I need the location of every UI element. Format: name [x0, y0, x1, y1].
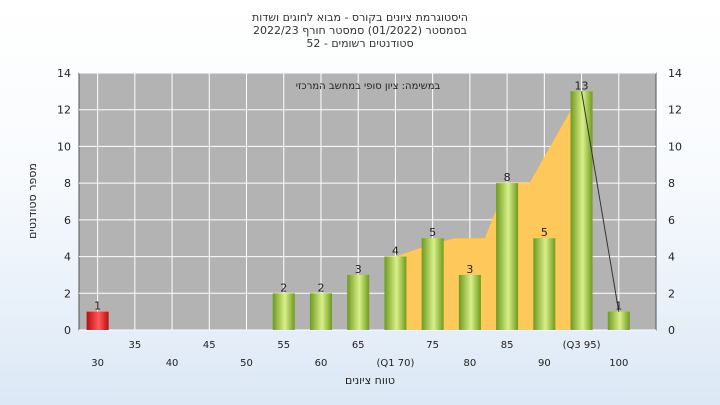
y-tick-left: 8 — [64, 177, 71, 190]
data-label-80: 3 — [466, 263, 473, 276]
y-tick-left: 0 — [64, 324, 71, 337]
bar-60 — [309, 293, 332, 330]
chart-annotation: במשימה: ציון סופי במחשב המרכזי — [296, 81, 441, 92]
y-tick-right: 2 — [668, 287, 675, 300]
y-tick-right: 8 — [668, 177, 675, 190]
x-tick-35: 35 — [128, 340, 141, 351]
bar-65 — [347, 274, 370, 330]
x-axis-label: טווח ציונים — [345, 374, 395, 387]
y-axis-label: מספר סטודנטים — [26, 163, 39, 239]
x-tick-100: 100 — [609, 358, 628, 369]
x-tick-30: 30 — [91, 358, 104, 369]
data-label-70: 4 — [392, 245, 399, 258]
x-tick-50: 50 — [240, 358, 253, 369]
data-label-55: 2 — [280, 281, 287, 294]
data-label-85: 8 — [504, 171, 511, 184]
bar-70 — [384, 256, 407, 330]
bar-30 — [86, 311, 109, 330]
x-tick-85: 85 — [501, 340, 514, 351]
bar-80 — [458, 274, 481, 330]
x-tick-55: 55 — [277, 340, 290, 351]
bars — [86, 91, 630, 330]
y-tick-left: 14 — [57, 67, 71, 80]
data-labels: 1 2 2 3 4 5 3 8 5 13 1 — [94, 79, 622, 312]
y-tick-left: 2 — [64, 287, 71, 300]
x-tick-60: 60 — [315, 358, 328, 369]
bar-100 — [607, 311, 630, 330]
chart-title-line-1: היסטוגרמת ציונים בקורס - מבוא לחוגים ושד… — [252, 11, 468, 24]
data-label-30: 1 — [94, 300, 101, 313]
bar-90 — [533, 238, 556, 330]
bar-75 — [421, 238, 444, 330]
x-tick-45: 45 — [203, 340, 216, 351]
y-tick-right: 12 — [668, 104, 682, 117]
x-tick-95: (Q3 95) — [563, 340, 601, 351]
y-tick-right: 4 — [668, 251, 675, 264]
y-tick-right: 14 — [668, 67, 682, 80]
data-label-100: 1 — [615, 300, 622, 313]
bar-95 — [570, 91, 593, 330]
x-tick-70: (Q1 70) — [376, 358, 414, 369]
x-tick-90: 90 — [538, 358, 551, 369]
bar-55 — [272, 293, 295, 330]
y-tick-right: 6 — [668, 214, 675, 227]
y-tick-left: 10 — [57, 140, 71, 153]
bar-85 — [496, 183, 519, 330]
chart-title-line-2: בסמסטר (01/2022) סמסטר חורף 2022/23 — [253, 24, 467, 37]
x-tick-75: 75 — [426, 340, 439, 351]
y-tick-right: 0 — [668, 324, 675, 337]
trend-line — [581, 91, 620, 312]
x-tick-40: 40 — [166, 358, 179, 369]
data-label-90: 5 — [541, 226, 548, 239]
x-tick-80: 80 — [464, 358, 477, 369]
data-label-65: 3 — [355, 263, 362, 276]
x-tick-65: 65 — [352, 340, 365, 351]
data-label-95: 13 — [575, 79, 589, 92]
y-tick-right: 10 — [668, 140, 682, 153]
y-tick-left: 4 — [64, 251, 71, 264]
data-label-60: 2 — [317, 281, 324, 294]
chart-title-line-3: סטודנטים רשומים - 52 — [306, 37, 413, 50]
y-tick-left: 6 — [64, 214, 71, 227]
y-tick-left: 12 — [57, 104, 71, 117]
data-label-75: 5 — [429, 226, 436, 239]
